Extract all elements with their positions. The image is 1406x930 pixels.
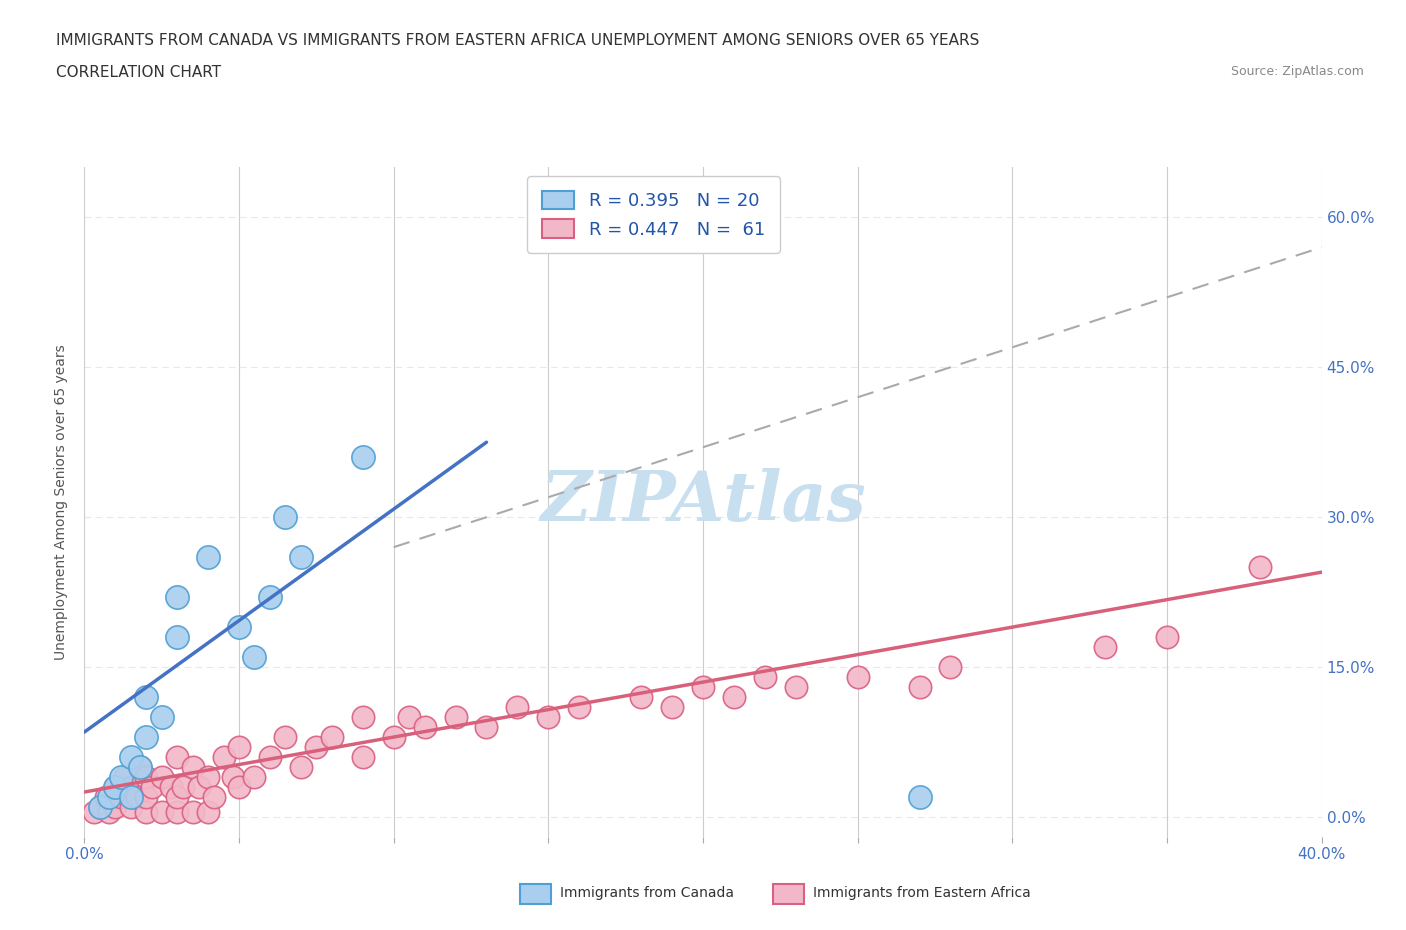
Point <box>305 739 328 754</box>
Point <box>352 450 374 465</box>
Point <box>352 750 374 764</box>
Text: Immigrants from Canada: Immigrants from Canada <box>560 885 734 900</box>
Text: IMMIGRANTS FROM CANADA VS IMMIGRANTS FROM EASTERN AFRICA UNEMPLOYMENT AMONG SENI: IMMIGRANTS FROM CANADA VS IMMIGRANTS FRO… <box>56 33 980 47</box>
Point <box>98 804 121 819</box>
Text: CORRELATION CHART: CORRELATION CHART <box>56 65 221 80</box>
Point <box>89 800 111 815</box>
Point <box>274 510 297 525</box>
Point <box>166 790 188 804</box>
Point <box>413 720 436 735</box>
Point <box>166 630 188 644</box>
Point <box>135 770 157 785</box>
Text: ZIPAtlas: ZIPAtlas <box>540 469 866 536</box>
Point <box>243 650 266 665</box>
Point <box>141 779 163 794</box>
Point <box>83 804 105 819</box>
Point <box>104 800 127 815</box>
Point <box>537 710 560 724</box>
Point <box>630 690 652 705</box>
Point <box>187 779 209 794</box>
Point <box>166 804 188 819</box>
Point <box>382 730 405 745</box>
Point <box>181 760 204 775</box>
Point <box>110 770 132 785</box>
Point <box>274 730 297 745</box>
Point <box>120 750 142 764</box>
Point <box>723 690 745 705</box>
Point <box>290 760 312 775</box>
Point <box>1156 630 1178 644</box>
Point <box>120 800 142 815</box>
Point <box>259 590 281 604</box>
Point <box>1249 560 1271 575</box>
Point <box>228 739 250 754</box>
Point <box>290 550 312 565</box>
Point <box>692 680 714 695</box>
Point <box>181 804 204 819</box>
Point <box>172 779 194 794</box>
Text: Source: ZipAtlas.com: Source: ZipAtlas.com <box>1230 65 1364 78</box>
Point <box>129 760 152 775</box>
Point <box>228 619 250 634</box>
Point <box>908 790 931 804</box>
Point <box>104 779 127 794</box>
Point <box>202 790 225 804</box>
Point <box>1094 640 1116 655</box>
Point <box>228 779 250 794</box>
Point <box>125 790 148 804</box>
Point <box>506 699 529 714</box>
Point <box>475 720 498 735</box>
Point <box>939 659 962 674</box>
Point <box>352 710 374 724</box>
Point <box>129 760 152 775</box>
Point <box>197 770 219 785</box>
Point <box>150 770 173 785</box>
Point <box>94 790 117 804</box>
Point <box>110 790 132 804</box>
Point <box>114 770 136 785</box>
Point <box>89 800 111 815</box>
Point <box>444 710 467 724</box>
Point <box>785 680 807 695</box>
Point <box>150 710 173 724</box>
Point <box>166 750 188 764</box>
Point <box>135 790 157 804</box>
Point <box>321 730 343 745</box>
Point <box>212 750 235 764</box>
Point <box>150 804 173 819</box>
Point <box>135 690 157 705</box>
Text: Immigrants from Eastern Africa: Immigrants from Eastern Africa <box>813 885 1031 900</box>
Point <box>661 699 683 714</box>
Legend: R = 0.395   N = 20, R = 0.447   N =  61: R = 0.395 N = 20, R = 0.447 N = 61 <box>527 177 779 253</box>
Point <box>197 550 219 565</box>
Point <box>846 670 869 684</box>
Y-axis label: Unemployment Among Seniors over 65 years: Unemployment Among Seniors over 65 years <box>55 344 69 660</box>
Point <box>908 680 931 695</box>
Point <box>568 699 591 714</box>
Point <box>120 779 142 794</box>
Point <box>197 804 219 819</box>
Point <box>135 804 157 819</box>
Point <box>222 770 245 785</box>
Point <box>754 670 776 684</box>
Point <box>166 590 188 604</box>
Point <box>259 750 281 764</box>
Point <box>120 790 142 804</box>
Point <box>104 779 127 794</box>
Point <box>398 710 420 724</box>
Point <box>243 770 266 785</box>
Point <box>98 790 121 804</box>
Point <box>135 730 157 745</box>
Point <box>160 779 183 794</box>
